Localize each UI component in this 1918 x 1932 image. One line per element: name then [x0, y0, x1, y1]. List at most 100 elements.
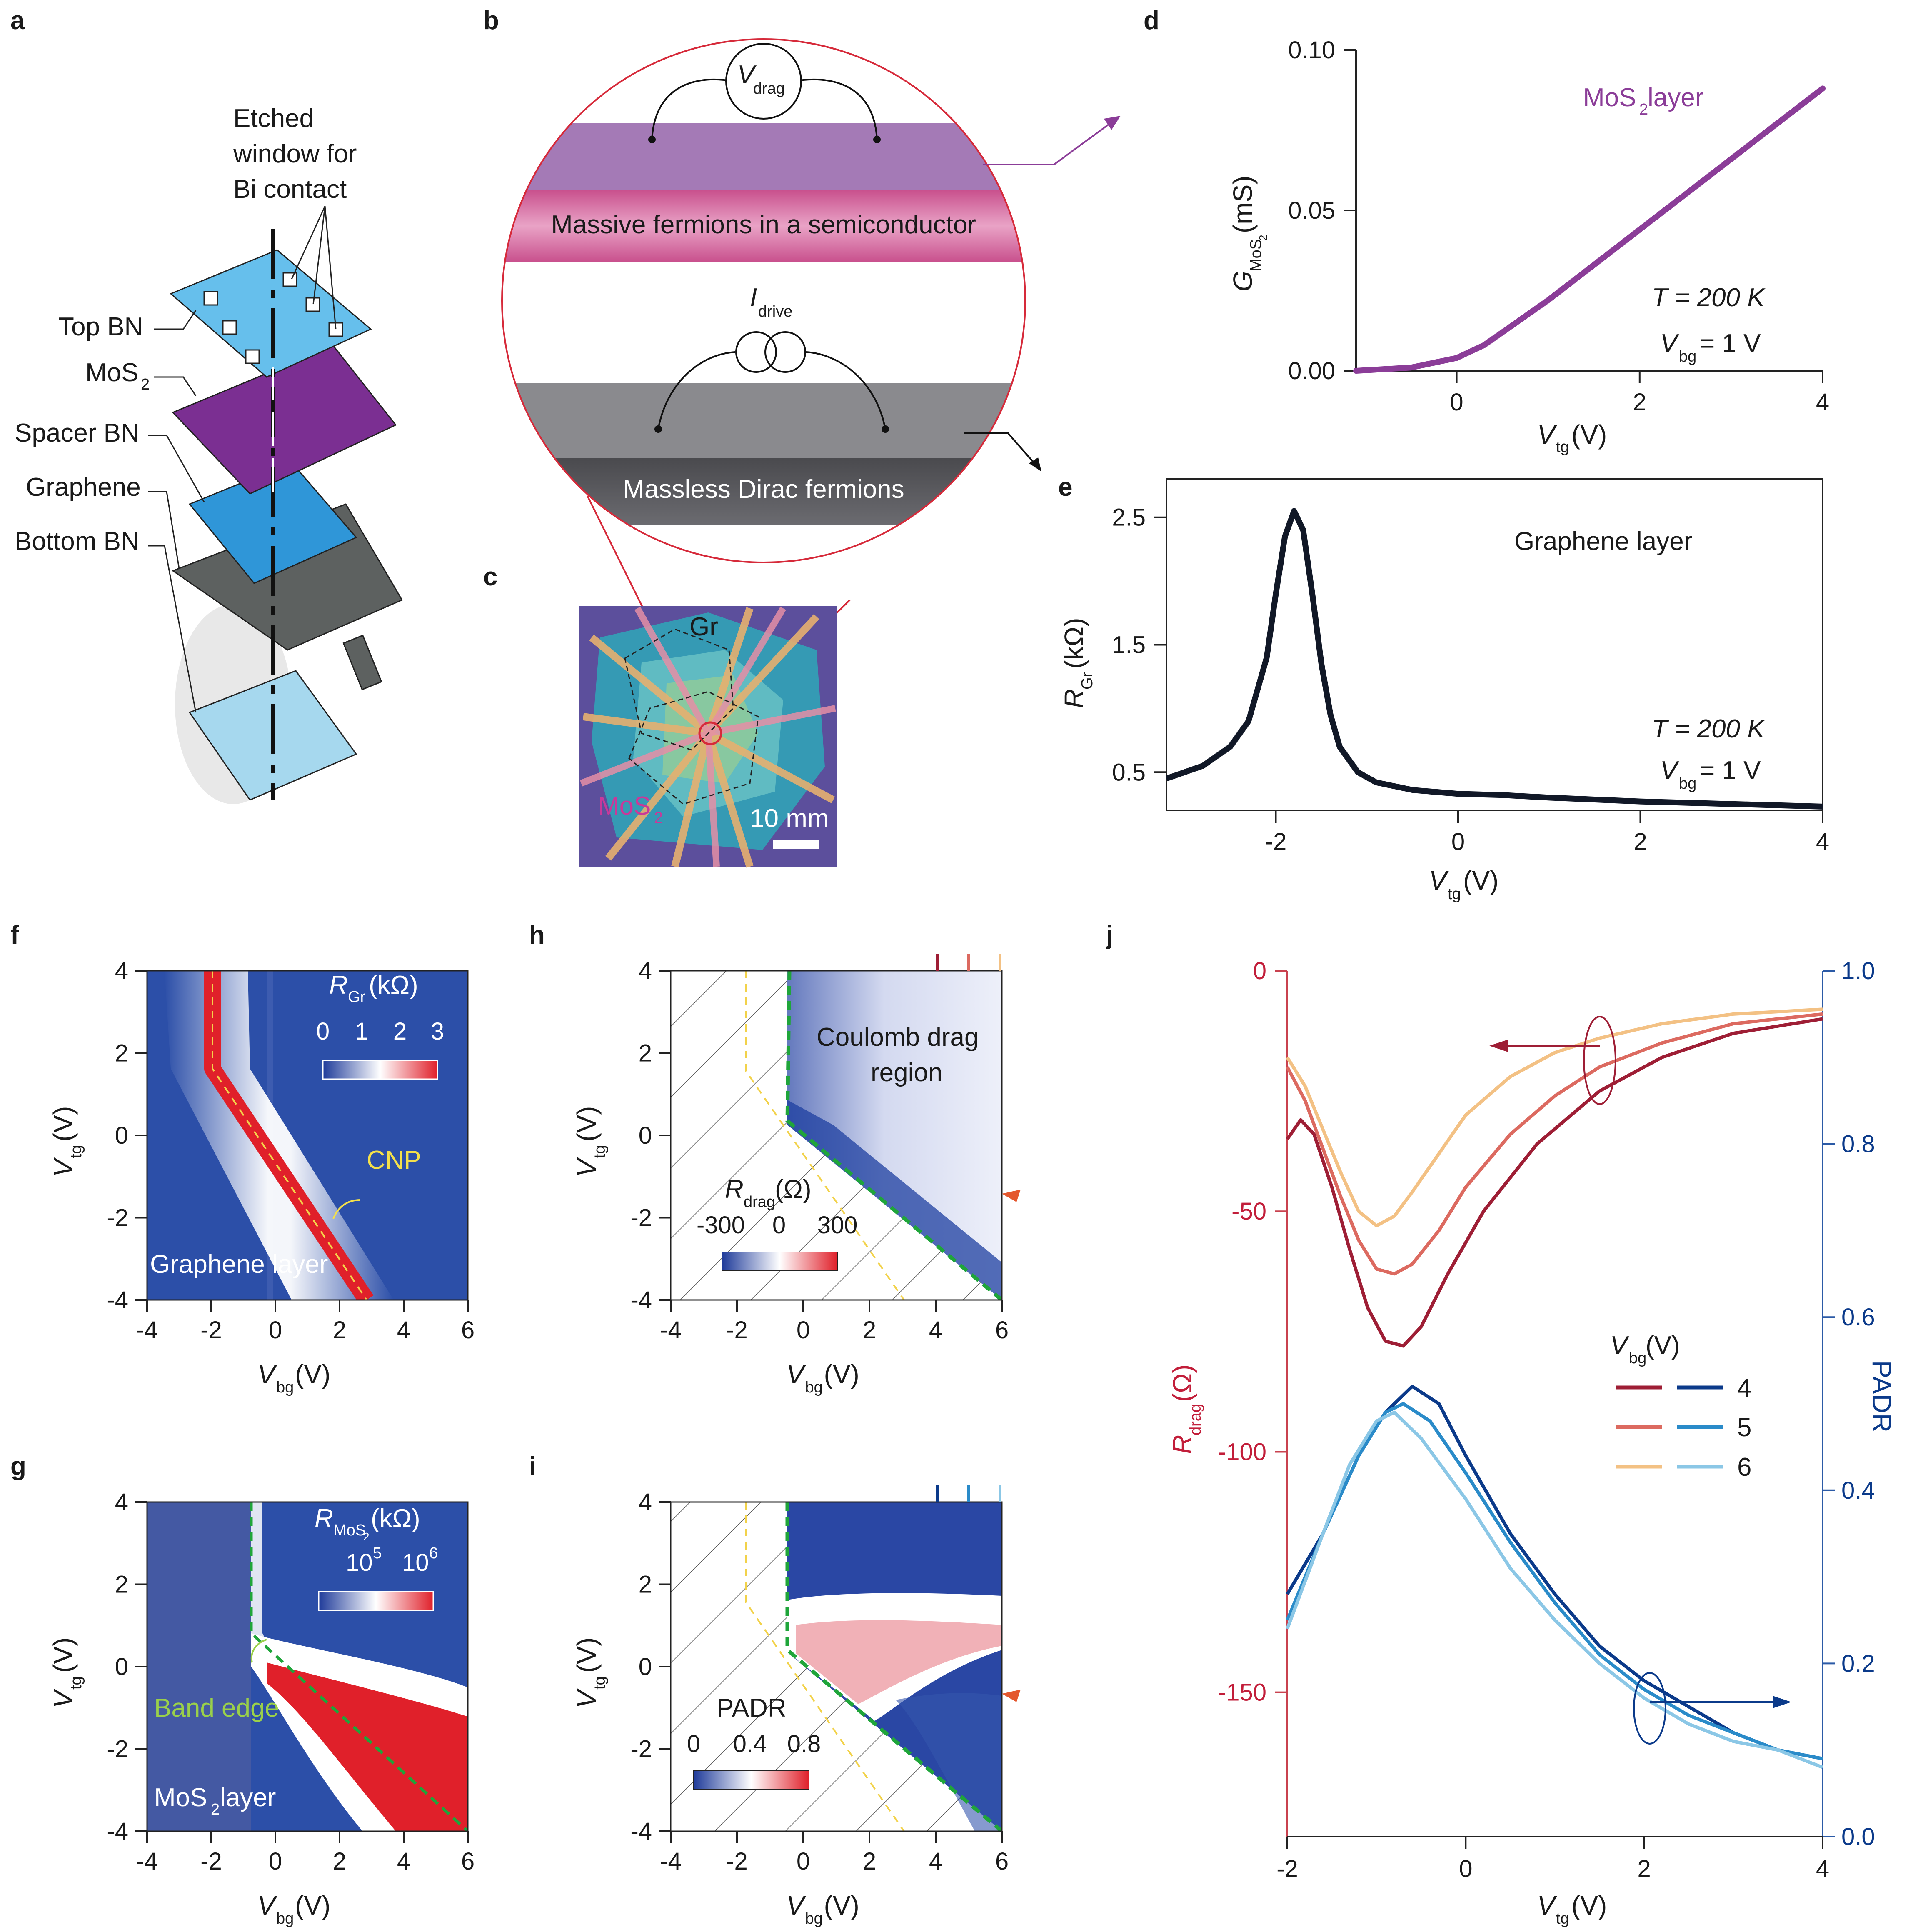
idrive-symbol: I: [750, 283, 757, 312]
j-yl-tick-label: -100: [1218, 1438, 1266, 1465]
mos2-micro-sub: 2: [654, 809, 663, 827]
label-bottom-bn: Bottom BN: [15, 527, 140, 556]
massless-dirac-label: Massless Dirac fermions: [623, 475, 904, 504]
e-ylabel-sub: Gr: [1079, 672, 1096, 690]
g-xtick-label: -4: [136, 1848, 158, 1875]
panel-label-b: b: [483, 6, 499, 35]
vdrag-sub: drag: [753, 80, 785, 97]
h-ylabel-unit: (V): [572, 1106, 602, 1142]
f-ylabel-unit: (V): [48, 1106, 78, 1142]
j-legend-value: 6: [1737, 1453, 1751, 1482]
f-xtick-label: 2: [333, 1317, 346, 1344]
i-ytick-label: -4: [630, 1818, 652, 1845]
g-cb-title-sub2: 2: [363, 1530, 369, 1543]
j-padr-group-ellipse: [1633, 1672, 1666, 1745]
i-cb-tick: 0.4: [733, 1730, 767, 1757]
mos2-micro-label: MoS: [598, 792, 651, 820]
j-yl-tick-label: 0: [1253, 957, 1266, 985]
g-cb-title: R: [315, 1504, 333, 1533]
label-spacer-bn: Spacer BN: [15, 419, 140, 447]
j-rdrag-group-ellipse: [1583, 1016, 1616, 1105]
j-legend-title-sub: bg: [1629, 1350, 1646, 1367]
j-xtick-label: 4: [1816, 1855, 1829, 1882]
i-xlabel-sub: bg: [805, 1910, 823, 1927]
j-legend-title: V: [1610, 1331, 1630, 1360]
j-legend-value: 5: [1737, 1413, 1751, 1442]
j-yr-tick-label: 1.0: [1841, 957, 1875, 985]
e-xtick-label: 0: [1451, 828, 1465, 855]
g-xtick-label: 0: [269, 1848, 282, 1875]
h-xlabel-sub: bg: [805, 1379, 823, 1396]
i-xtick-label: -2: [726, 1848, 748, 1875]
e-note-temp: T = 200 K: [1652, 715, 1766, 743]
g-xlabel-unit: (V): [295, 1890, 330, 1920]
f-xlabel-sub: bg: [276, 1379, 294, 1396]
h-cb-title-unit: (Ω): [775, 1175, 812, 1204]
h-region-line2: region: [871, 1058, 942, 1087]
f-cb-tick: 2: [393, 1018, 407, 1045]
j-yr-tick-label: 0.0: [1841, 1823, 1875, 1850]
g-cb-tick: 10: [402, 1549, 429, 1576]
i-ytick-label: 2: [639, 1571, 652, 1598]
d-xtick-label: 0: [1450, 389, 1463, 416]
etched-annotation-line3: Bi contact: [233, 175, 347, 204]
j-series-1: [1286, 1012, 1823, 1276]
scale-bar-label: 10 mm: [750, 804, 829, 833]
label-mos2: MoS: [85, 358, 138, 387]
etched-annotation-line1: Etched: [233, 104, 314, 133]
f-cnp-line: [212, 971, 367, 1300]
f-cb-tick: 1: [355, 1018, 368, 1045]
g-ytick-label: -4: [107, 1818, 128, 1845]
h-ytick-label: 4: [639, 957, 652, 985]
panel-f: f R Gr (kΩ) 0 1 2 3 CNP Graphene layer -…: [10, 921, 475, 1396]
idrive-sub: drive: [758, 303, 792, 320]
etched-window: [222, 320, 237, 335]
h-xtick-label: 0: [797, 1317, 810, 1344]
panel-d: d 0.10 0.05 0.00 0 2 4 MoS 2 layer T = 200 K…: [1144, 6, 1829, 456]
label-mos2-sub: 2: [141, 376, 150, 393]
g-layer-sub: 2: [211, 1801, 220, 1818]
g-cb-tick: 10: [346, 1549, 373, 1576]
device-circle: [698, 721, 722, 745]
d-xlabel-sub: tg: [1556, 438, 1569, 456]
g-ylabel: V: [48, 1688, 78, 1708]
d-ytick-label: 0.00: [1288, 357, 1335, 385]
j-yr-tick-label: 0.4: [1841, 1477, 1875, 1504]
i-xlabel-unit: (V): [824, 1890, 859, 1920]
d-note-vbg: V: [1660, 329, 1680, 358]
g-cb-exp: 5: [373, 1545, 382, 1562]
panel-label-h: h: [529, 921, 545, 950]
f-xtick-label: 6: [461, 1317, 475, 1344]
h-ytick-label: -2: [630, 1205, 652, 1232]
h-ytick-label: 2: [639, 1040, 652, 1067]
i-xtick-label: 2: [863, 1848, 876, 1875]
h-xtick-label: 2: [863, 1317, 876, 1344]
g-ytick-label: -2: [107, 1736, 128, 1763]
j-legend-title-unit: (V): [1646, 1331, 1680, 1360]
j-xlabel-unit: (V): [1571, 1890, 1607, 1920]
j-series-0: [1286, 1017, 1823, 1348]
f-ridge: [165, 971, 394, 1300]
panel-a: a Etched window for Bi contact Top BN Mo…: [10, 6, 403, 804]
h-cnp-line: [745, 971, 905, 1300]
i-xtick-label: 6: [995, 1848, 1009, 1875]
f-cb-tick: 0: [316, 1018, 330, 1045]
f-layer-label: Graphene layer: [150, 1250, 328, 1279]
f-ytick-label: -2: [107, 1205, 128, 1232]
i-xtick-label: 4: [929, 1848, 942, 1875]
f-ytick-label: 4: [115, 957, 128, 985]
h-cb-title: R: [725, 1175, 744, 1204]
i-ytick-label: -2: [630, 1736, 652, 1763]
d-ytick-label: 0.05: [1288, 197, 1335, 224]
g-cb-exp: 6: [429, 1545, 438, 1562]
mos2-band: [502, 123, 1025, 190]
e-note-vbg-tail: = 1 V: [1700, 756, 1761, 785]
panel-j: j 0-50-100-150 1.00.80.60.40.20.0 -2 0 2 4 …: [1106, 921, 1897, 1927]
g-xtick-label: -2: [200, 1848, 222, 1875]
f-xtick-label: -4: [136, 1317, 158, 1344]
j-yr-tick-label: 0.8: [1841, 1131, 1875, 1158]
semiconductor-band: [502, 190, 1025, 262]
j-left-arrow: [1489, 1040, 1508, 1052]
h-region-line1: Coulomb drag: [817, 1023, 979, 1052]
